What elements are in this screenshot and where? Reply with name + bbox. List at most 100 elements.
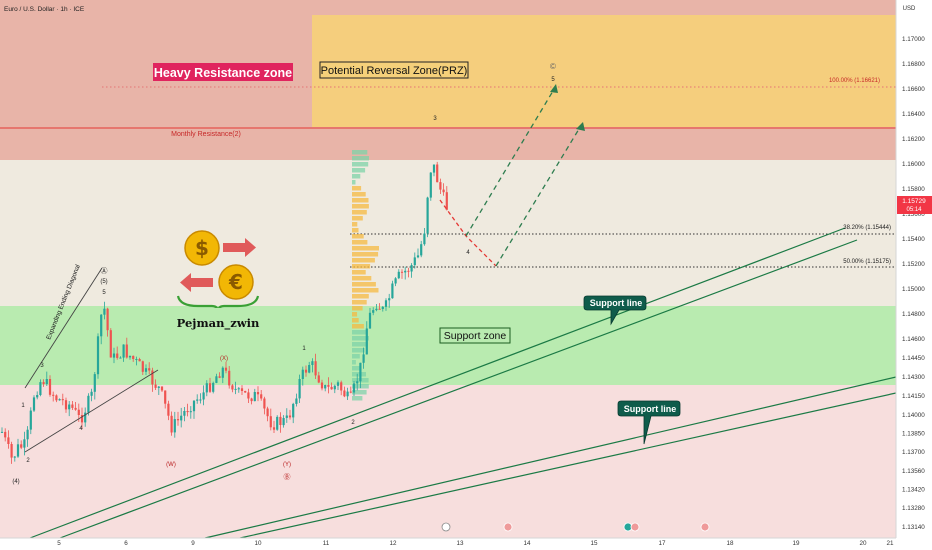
candle-body bbox=[423, 233, 426, 245]
wave-label-5-impulse: 5 bbox=[551, 77, 555, 83]
price-tick-label: 1.13700 bbox=[902, 449, 925, 456]
candle-body bbox=[106, 308, 109, 331]
support-line-lower-2 bbox=[239, 392, 897, 539]
bottom-zone bbox=[0, 385, 896, 538]
candle-body bbox=[13, 456, 16, 458]
time-tick-label: 17 bbox=[658, 540, 666, 547]
volume-profile-bar bbox=[352, 150, 368, 155]
price-tick-label: 1.13420 bbox=[902, 487, 925, 494]
candle-body bbox=[112, 353, 116, 358]
candle-body bbox=[160, 386, 164, 391]
svg-text:€: € bbox=[228, 270, 243, 294]
price-tick-label: 1.14600 bbox=[902, 336, 925, 343]
candle-body bbox=[240, 388, 244, 391]
candle-body bbox=[122, 344, 125, 358]
price-scale-unit: USD bbox=[903, 6, 916, 12]
price-tick-label: 1.16400 bbox=[902, 111, 925, 118]
volume-profile-bar bbox=[352, 192, 366, 197]
price-tick-label: 1.14450 bbox=[902, 355, 925, 362]
volume-profile-bar bbox=[352, 366, 362, 371]
price-tick-label: 1.15400 bbox=[902, 236, 925, 243]
candle-body bbox=[42, 382, 45, 385]
volume-profile-bar bbox=[352, 180, 356, 185]
volume-profile-bar bbox=[352, 330, 368, 335]
time-tick-label: 6 bbox=[124, 540, 128, 547]
candle-body bbox=[394, 278, 397, 284]
volume-profile-bar bbox=[352, 174, 361, 179]
candle-body bbox=[132, 355, 135, 359]
candle-body bbox=[29, 410, 32, 430]
candle-body bbox=[269, 416, 272, 428]
candle-body bbox=[109, 330, 112, 358]
candle-body bbox=[276, 416, 279, 430]
prz-label: Potential Reversal Zone(PRZ) bbox=[321, 65, 468, 77]
volume-profile-bar bbox=[352, 240, 368, 245]
support-line-callout-lower bbox=[617, 400, 681, 445]
support-line-label-upper: Support line bbox=[590, 298, 643, 308]
price-tick-label: 1.15600 bbox=[902, 211, 925, 218]
candle-body bbox=[375, 308, 378, 311]
volume-profile-bar bbox=[352, 216, 363, 221]
volume-profile-bar bbox=[352, 210, 367, 215]
support-line-lower-1 bbox=[204, 376, 897, 539]
projection-green-path-2 bbox=[495, 123, 583, 267]
candle-body bbox=[48, 379, 52, 395]
candle-body bbox=[84, 412, 87, 423]
candle-body bbox=[327, 385, 330, 387]
volume-profile-bar bbox=[352, 324, 364, 329]
volume-profile-bar bbox=[352, 300, 367, 305]
projection-arrowhead-2 bbox=[576, 122, 585, 131]
candle-body bbox=[119, 357, 122, 359]
candle-body bbox=[413, 257, 416, 266]
candle-body bbox=[138, 359, 141, 362]
candle-body bbox=[260, 394, 263, 399]
candlestick-series bbox=[0, 161, 448, 464]
candle-body bbox=[167, 403, 170, 416]
heavy-resistance-label-box bbox=[153, 63, 293, 81]
volume-profile-bar bbox=[352, 264, 371, 269]
candle-body bbox=[320, 382, 324, 389]
candle-body bbox=[298, 379, 301, 399]
candle-body bbox=[96, 336, 100, 375]
candle-body bbox=[10, 444, 13, 458]
wave-label-Y: (Y) bbox=[283, 462, 291, 468]
fib-382-label: 38.20% (1.15444) bbox=[843, 225, 891, 231]
candle-body bbox=[324, 385, 327, 389]
candle-body bbox=[333, 385, 336, 390]
candle-body bbox=[330, 386, 333, 390]
candle-body bbox=[436, 164, 439, 183]
volume-profile-bar bbox=[352, 234, 364, 239]
candle-body bbox=[397, 271, 400, 279]
volume-profile-bar bbox=[352, 198, 369, 203]
candle-body bbox=[192, 400, 196, 412]
candle-body bbox=[263, 398, 266, 409]
volume-profile-bar bbox=[352, 354, 360, 359]
volume-profile-bar bbox=[352, 396, 363, 401]
wave-label-2-impulse: 2 bbox=[351, 420, 355, 426]
candle-body bbox=[292, 403, 295, 418]
event-icon-flag-4 bbox=[700, 522, 710, 532]
volume-profile-bar bbox=[352, 156, 369, 161]
volume-profile-bar bbox=[352, 336, 369, 341]
candle-body bbox=[359, 362, 362, 382]
dollar-coin-icon: $ bbox=[184, 230, 220, 266]
candle-body bbox=[93, 374, 96, 392]
candle-body bbox=[349, 391, 352, 393]
price-tick-label: 1.16800 bbox=[902, 61, 925, 68]
volume-profile-bar bbox=[352, 186, 362, 191]
candle-body bbox=[256, 392, 260, 395]
candle-body bbox=[336, 382, 340, 386]
candle-body bbox=[71, 404, 74, 408]
fib-100-label: 100.00% (1.16621) bbox=[829, 78, 880, 84]
candle-body bbox=[87, 395, 90, 413]
candle-body bbox=[308, 365, 311, 373]
candle-body bbox=[148, 368, 151, 371]
price-scale-bg bbox=[896, 0, 932, 538]
candle-body bbox=[442, 189, 445, 193]
support-zone bbox=[0, 306, 896, 385]
candle-body bbox=[317, 375, 320, 383]
time-tick-label: 14 bbox=[523, 540, 531, 547]
diagonal-lower-line bbox=[24, 369, 159, 453]
